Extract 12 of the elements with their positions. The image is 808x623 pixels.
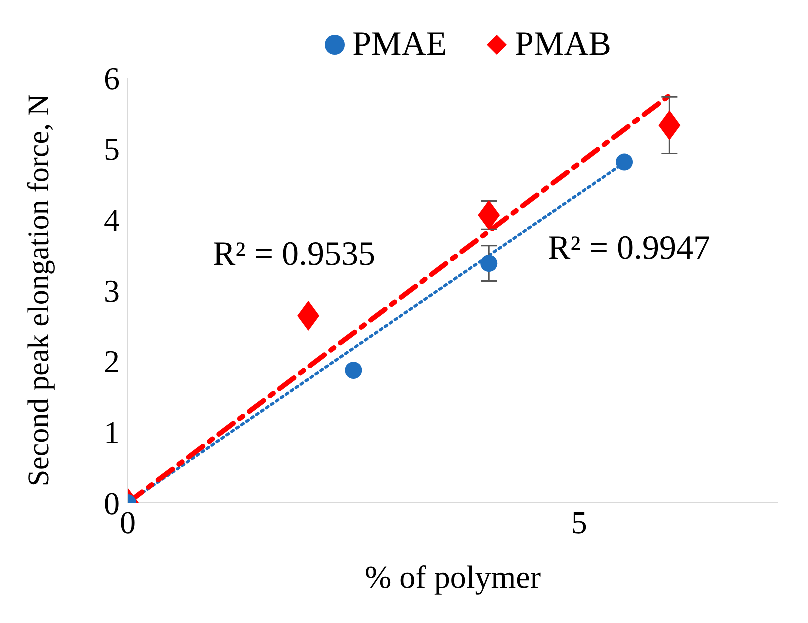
legend-label: PMAE (352, 26, 448, 64)
annotation: R² = 0.9535 (213, 236, 376, 274)
y-tick-label: 5 (104, 131, 120, 168)
y-tick-label: 6 (104, 60, 120, 96)
x-axis-title: % of polymer (365, 559, 542, 595)
annotation: R² = 0.9947 (548, 230, 711, 268)
y-tick-label: 1 (104, 414, 120, 451)
y-tick-label: 2 (104, 344, 120, 380)
legend-label: PMAB (515, 26, 612, 64)
y-tick-label: 3 (104, 272, 120, 309)
y-axis-title: Second peak elongation force, N (22, 94, 56, 487)
y-tick-label: 4 (104, 202, 120, 238)
